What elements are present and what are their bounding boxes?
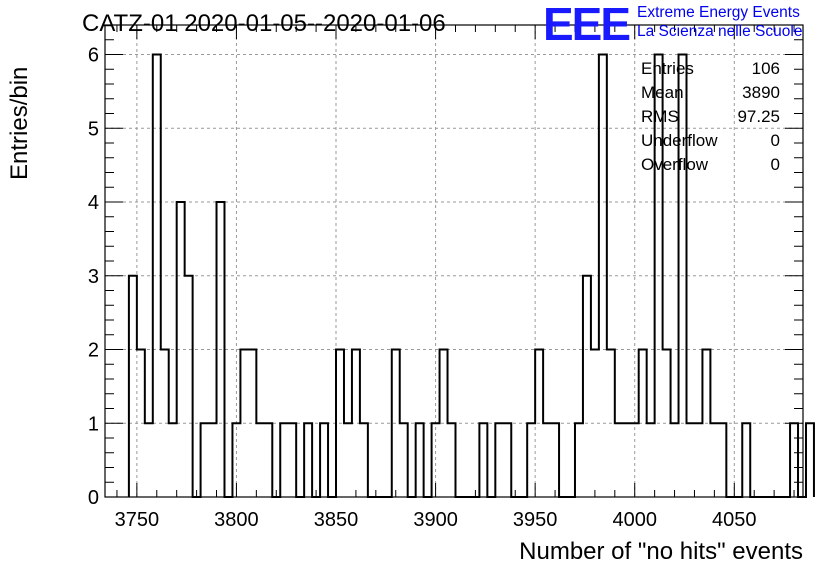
histogram-bin <box>583 276 591 497</box>
histogram-bin <box>145 423 153 497</box>
histogram-bin <box>201 423 209 497</box>
y-tick-label: 2 <box>88 340 99 362</box>
histogram-bin <box>806 423 814 497</box>
histogram-bin <box>790 423 798 497</box>
x-tick-label: 3800 <box>214 509 259 531</box>
histogram-bin <box>264 423 272 497</box>
x-axis-label: Number of "no hits" events <box>519 538 803 565</box>
histogram-bin <box>527 423 535 497</box>
histogram-outline <box>127 53 815 498</box>
histogram-bin <box>647 423 655 497</box>
histogram-bin <box>169 423 177 497</box>
stats-box: Entries 106 Mean 3890 RMS 97.25 Underflo… <box>641 57 780 177</box>
histogram-bin <box>503 423 511 497</box>
stat-mean: Mean 3890 <box>641 81 780 105</box>
y-tick-label: 1 <box>88 413 99 435</box>
histogram-bin <box>671 423 679 497</box>
x-tick-label: 4000 <box>612 509 657 531</box>
histogram-bin <box>495 423 503 497</box>
histogram-bin <box>256 423 264 497</box>
histogram-bin <box>687 423 695 497</box>
stat-rms: RMS 97.25 <box>641 105 780 129</box>
stat-underflow: Underflow 0 <box>641 129 780 153</box>
histogram-bin <box>320 423 328 497</box>
histogram-bin <box>448 423 456 497</box>
y-tick-label: 4 <box>88 192 99 214</box>
histogram-bin <box>623 423 631 497</box>
logo-line-1: Extreme Energy Events <box>637 4 800 21</box>
chart-title: CATZ-01 2020-01-05--2020-01-06 <box>82 10 446 37</box>
histogram-bin <box>344 423 352 497</box>
histogram-bin <box>288 423 296 497</box>
stat-value: 3890 <box>742 83 780 102</box>
histogram-bin <box>360 423 368 497</box>
eee-logo: EEE <box>543 0 631 50</box>
stat-label: Mean <box>641 83 684 102</box>
histogram-bin <box>615 423 623 497</box>
logo-line-2: La Scienza nelle Scuole <box>637 23 803 40</box>
histogram-bin <box>742 423 750 497</box>
stat-value: 97.25 <box>737 107 780 126</box>
histogram-bin <box>416 423 424 497</box>
logo-caption: Extreme Energy Events La Scienza nelle S… <box>637 3 802 41</box>
x-tick-label: 4050 <box>712 509 757 531</box>
histogram-bin <box>209 423 217 497</box>
y-tick-label: 0 <box>88 487 99 509</box>
stat-label: Entries <box>641 59 694 78</box>
histogram-bin <box>551 423 559 497</box>
histogram-bin <box>304 423 312 497</box>
histogram-bin <box>400 423 408 497</box>
histogram-bin <box>479 423 487 497</box>
histogram-bin <box>543 423 551 497</box>
y-axis-label: Entries/bin <box>6 66 33 180</box>
histogram-bin <box>280 423 288 497</box>
histogram-bin <box>575 423 583 497</box>
stat-overflow: Overflow 0 <box>641 153 780 177</box>
x-tick-label: 3900 <box>413 509 458 531</box>
x-tick-label: 3850 <box>314 509 359 531</box>
histogram-bin <box>710 423 718 497</box>
y-tick-label: 6 <box>88 45 99 67</box>
x-tick-label: 3750 <box>115 509 160 531</box>
x-tick-label: 3950 <box>513 509 558 531</box>
stat-label: RMS <box>641 107 679 126</box>
histogram-bin <box>129 276 137 497</box>
y-tick-label: 5 <box>88 118 99 140</box>
stat-value: 106 <box>751 59 780 78</box>
stat-label: Overflow <box>641 155 709 174</box>
histogram-bin <box>694 423 702 497</box>
histogram-bin <box>718 423 726 497</box>
stat-label: Underflow <box>641 131 718 150</box>
stat-value: 0 <box>770 155 780 174</box>
stat-entries: Entries 106 <box>641 57 780 81</box>
stat-value: 0 <box>770 131 780 150</box>
y-tick-label: 3 <box>88 266 99 288</box>
histogram-bin <box>185 276 193 497</box>
